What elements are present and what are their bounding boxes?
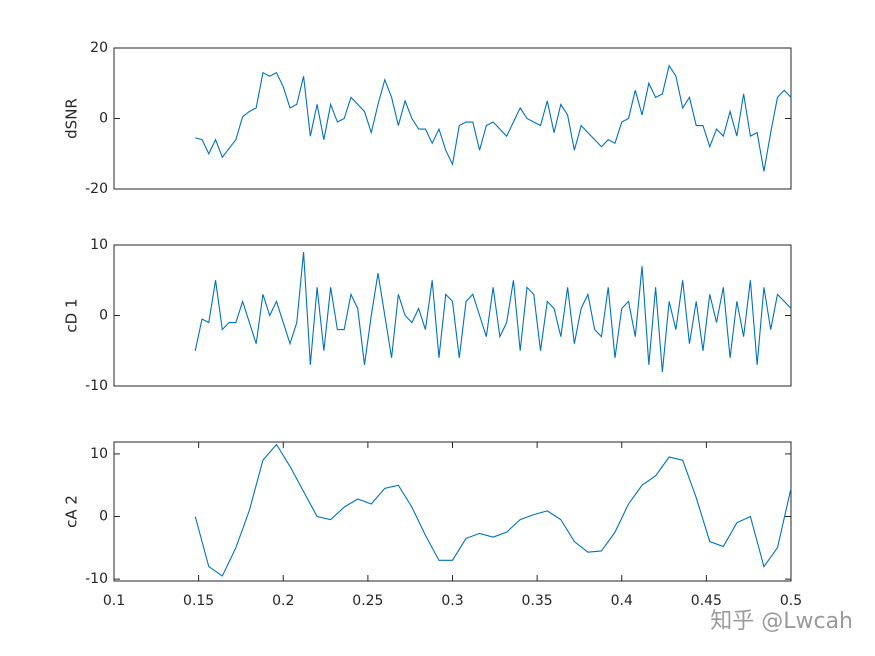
y-tick-label: 0 [99,509,108,525]
x-tick-label: 0.2 [272,593,294,609]
data-line [195,64,792,172]
y-tick-label: 0 [99,308,108,324]
axes-box [113,244,792,387]
y-tick-label: 20 [90,40,108,56]
watermark: 知乎 @Lwcah [710,609,853,634]
x-tick-label: 0.35 [522,593,553,609]
x-tick-label: 0.4 [611,593,633,609]
y-tick-label: 0 [99,111,108,127]
axes-box [113,47,792,190]
y-tick-label: 10 [90,446,108,462]
x-tick-label: 0.45 [691,593,722,609]
x-tick-label: 0.3 [441,593,463,609]
x-tick-label: 0.5 [780,593,802,609]
data-line [194,251,792,372]
y-tick-label: 10 [90,237,108,253]
x-tick-label: 0.15 [183,593,214,609]
y-axis-label: cA 2 [63,495,81,528]
y-tick-label: -20 [85,181,108,197]
y-axis-label: dSNR [63,98,81,139]
x-tick-label: 0.1 [103,593,125,609]
x-tick-label: 0.25 [352,593,383,609]
y-tick-label: -10 [85,571,108,587]
y-axis-label: cD 1 [63,298,81,332]
axes-box [113,441,792,582]
y-tick-label: -10 [85,378,108,394]
data-line [194,443,792,577]
